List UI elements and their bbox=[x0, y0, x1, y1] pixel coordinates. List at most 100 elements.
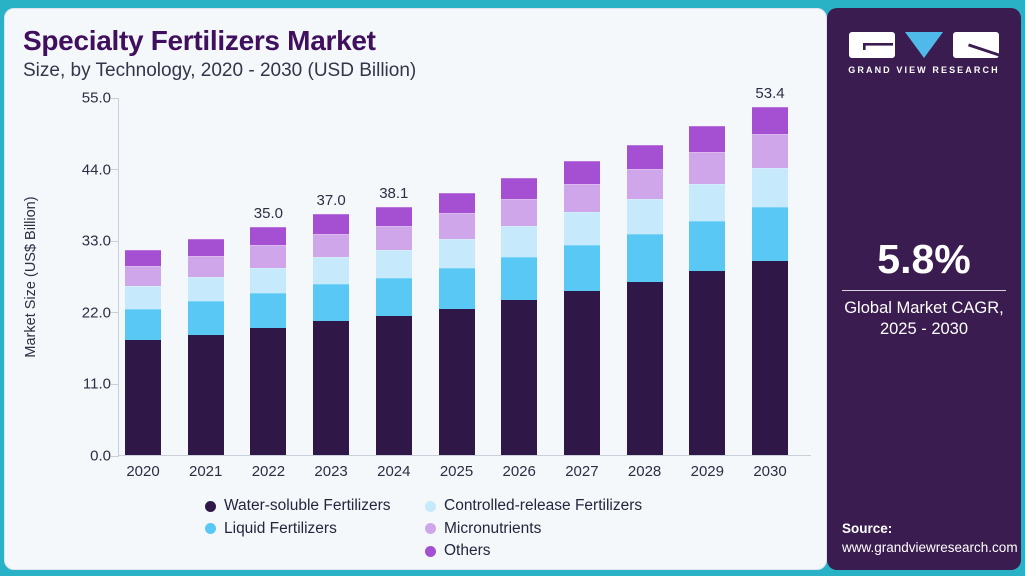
legend-dot-controlled-release-fertilizers bbox=[425, 500, 436, 512]
water-soluble-fertilizers-segment bbox=[313, 320, 350, 455]
legend-column-2: Controlled-release Fertilizers Micronutri… bbox=[425, 495, 642, 563]
water-soluble-fertilizers-segment bbox=[626, 281, 663, 455]
y-tick-label-44.0: 44.0 bbox=[81, 161, 111, 179]
others-segment bbox=[313, 214, 350, 234]
legend-item-controlled-release-fertilizers[interactable]: Controlled-release Fertilizers bbox=[425, 495, 642, 518]
x-label-2027: 2027 bbox=[565, 463, 599, 480]
others-segment bbox=[752, 107, 788, 135]
y-tick-mark bbox=[111, 312, 119, 314]
liquid-fertilizers-segment bbox=[563, 245, 600, 291]
liquid-fertilizers-segment bbox=[375, 277, 412, 317]
controlled-release-fertilizers-segment bbox=[125, 285, 161, 309]
water-soluble-fertilizers-segment bbox=[375, 316, 412, 455]
liquid-fertilizers-segment bbox=[438, 268, 475, 309]
legend-dot-micronutrients bbox=[425, 523, 436, 535]
legend-item-water-soluble-fertilizers[interactable]: Water-soluble Fertilizers bbox=[205, 495, 391, 518]
y-tick-mark bbox=[111, 169, 119, 171]
micronutrients-segment bbox=[689, 151, 726, 184]
micronutrients-segment bbox=[313, 233, 350, 258]
x-label-2030: 2030 bbox=[753, 463, 787, 480]
liquid-fertilizers-segment bbox=[689, 220, 726, 272]
bar-2022 bbox=[250, 227, 287, 455]
bar-2027 bbox=[563, 161, 600, 455]
bar-2030 bbox=[752, 107, 788, 455]
report-subtitle: Size, by Technology, 2020 - 2030 (USD Bi… bbox=[23, 60, 417, 81]
legend-dot-liquid-fertilizers bbox=[205, 523, 216, 535]
water-soluble-fertilizers-segment bbox=[438, 308, 475, 455]
controlled-release-fertilizers-segment bbox=[438, 238, 475, 269]
others-segment bbox=[626, 144, 663, 169]
legend-column-1: Water-soluble Fertilizers Liquid Fertiliz… bbox=[205, 495, 391, 540]
logo-v-triangle bbox=[905, 32, 943, 58]
bar-2024 bbox=[375, 207, 412, 455]
y-tick-label-33.0: 33.0 bbox=[81, 232, 111, 250]
y-tick-label-55.0: 55.0 bbox=[81, 89, 111, 107]
liquid-fertilizers-segment bbox=[626, 233, 663, 282]
source-label: Source: bbox=[842, 521, 893, 536]
x-label-2021: 2021 bbox=[189, 463, 223, 480]
y-axis: 0.0 11.0 22.0 33.0 44.0 55.0 bbox=[43, 90, 111, 465]
others-segment bbox=[125, 250, 161, 266]
brand-name: GRAND VIEW RESEARCH bbox=[848, 65, 1000, 75]
controlled-release-fertilizers-segment bbox=[187, 277, 224, 302]
micronutrients-segment bbox=[626, 168, 663, 200]
water-soluble-fertilizers-segment bbox=[563, 290, 600, 455]
others-segment bbox=[501, 177, 538, 199]
liquid-fertilizers-segment bbox=[250, 292, 287, 329]
source-url-link[interactable]: www.grandviewresearch.com bbox=[842, 540, 1018, 555]
cagr-label-line1: Global Market CAGR, bbox=[844, 299, 1004, 317]
bar-total-label-2022: 35.0 bbox=[253, 205, 283, 223]
water-soluble-fertilizers-segment bbox=[689, 271, 726, 455]
x-label-2020: 2020 bbox=[126, 463, 160, 480]
water-soluble-fertilizers-segment bbox=[250, 328, 287, 455]
legend-item-liquid-fertilizers[interactable]: Liquid Fertilizers bbox=[205, 518, 391, 541]
legend-dot-water-soluble-fertilizers bbox=[205, 500, 216, 512]
y-tick-mark bbox=[111, 97, 119, 99]
controlled-release-fertilizers-segment bbox=[563, 212, 600, 246]
y-tick-label-0.0: 0.0 bbox=[90, 447, 111, 465]
report-title: Specialty Fertilizers Market bbox=[23, 25, 376, 56]
y-tick-mark bbox=[111, 383, 119, 385]
y-tick-label-22.0: 22.0 bbox=[81, 304, 111, 322]
liquid-fertilizers-segment bbox=[187, 301, 224, 335]
controlled-release-fertilizers-segment bbox=[375, 249, 412, 278]
plot-area: 2020 2021 35.0 2022 37.0 2023 38.1 2024 2025 2026… bbox=[111, 85, 811, 480]
liquid-fertilizers-segment bbox=[752, 207, 788, 262]
bar-2021 bbox=[187, 238, 224, 455]
x-label-2029: 2029 bbox=[690, 463, 724, 480]
controlled-release-fertilizers-segment bbox=[752, 167, 788, 208]
others-segment bbox=[438, 192, 475, 213]
x-label-2024: 2024 bbox=[377, 463, 411, 480]
micronutrients-segment bbox=[375, 225, 412, 250]
y-tick-label-11.0: 11.0 bbox=[82, 375, 111, 393]
cagr-value: 5.8% bbox=[877, 236, 971, 282]
legend-label-controlled-release-fertilizers: Controlled-release Fertilizers bbox=[444, 497, 643, 515]
micronutrients-segment bbox=[501, 198, 538, 226]
controlled-release-fertilizers-segment bbox=[626, 199, 663, 234]
legend-item-others[interactable]: Others bbox=[425, 540, 642, 563]
legend-item-micronutrients[interactable]: Micronutrients bbox=[425, 518, 642, 541]
x-label-2025: 2025 bbox=[439, 463, 474, 480]
liquid-fertilizers-segment bbox=[125, 308, 161, 341]
others-segment bbox=[250, 227, 287, 246]
legend-label-micronutrients: Micronutrients bbox=[444, 519, 542, 537]
controlled-release-fertilizers-segment bbox=[250, 267, 287, 293]
gvr-logo bbox=[849, 32, 999, 58]
liquid-fertilizers-segment bbox=[313, 283, 350, 321]
micronutrients-segment bbox=[438, 212, 475, 239]
water-soluble-fertilizers-segment bbox=[125, 340, 161, 455]
controlled-release-fertilizers-segment bbox=[689, 183, 726, 221]
bar-2025 bbox=[438, 192, 475, 455]
legend-dot-others bbox=[425, 545, 436, 557]
y-tick-mark bbox=[111, 240, 119, 242]
sidebar: GRAND VIEW RESEARCH 5.8% Global Market C… bbox=[827, 8, 1021, 570]
x-label-2026: 2026 bbox=[502, 463, 536, 480]
micronutrients-segment bbox=[187, 255, 224, 278]
water-soluble-fertilizers-segment bbox=[501, 300, 538, 455]
y-axis-title: Market Size (US$ Billion) bbox=[23, 196, 39, 358]
report-card: Specialty Fertilizers Market Size, by Te… bbox=[4, 8, 827, 570]
micronutrients-segment bbox=[752, 134, 788, 168]
bar-2020 bbox=[125, 250, 161, 455]
bar-total-label-2030: 53.4 bbox=[755, 85, 785, 103]
others-segment bbox=[375, 207, 412, 226]
